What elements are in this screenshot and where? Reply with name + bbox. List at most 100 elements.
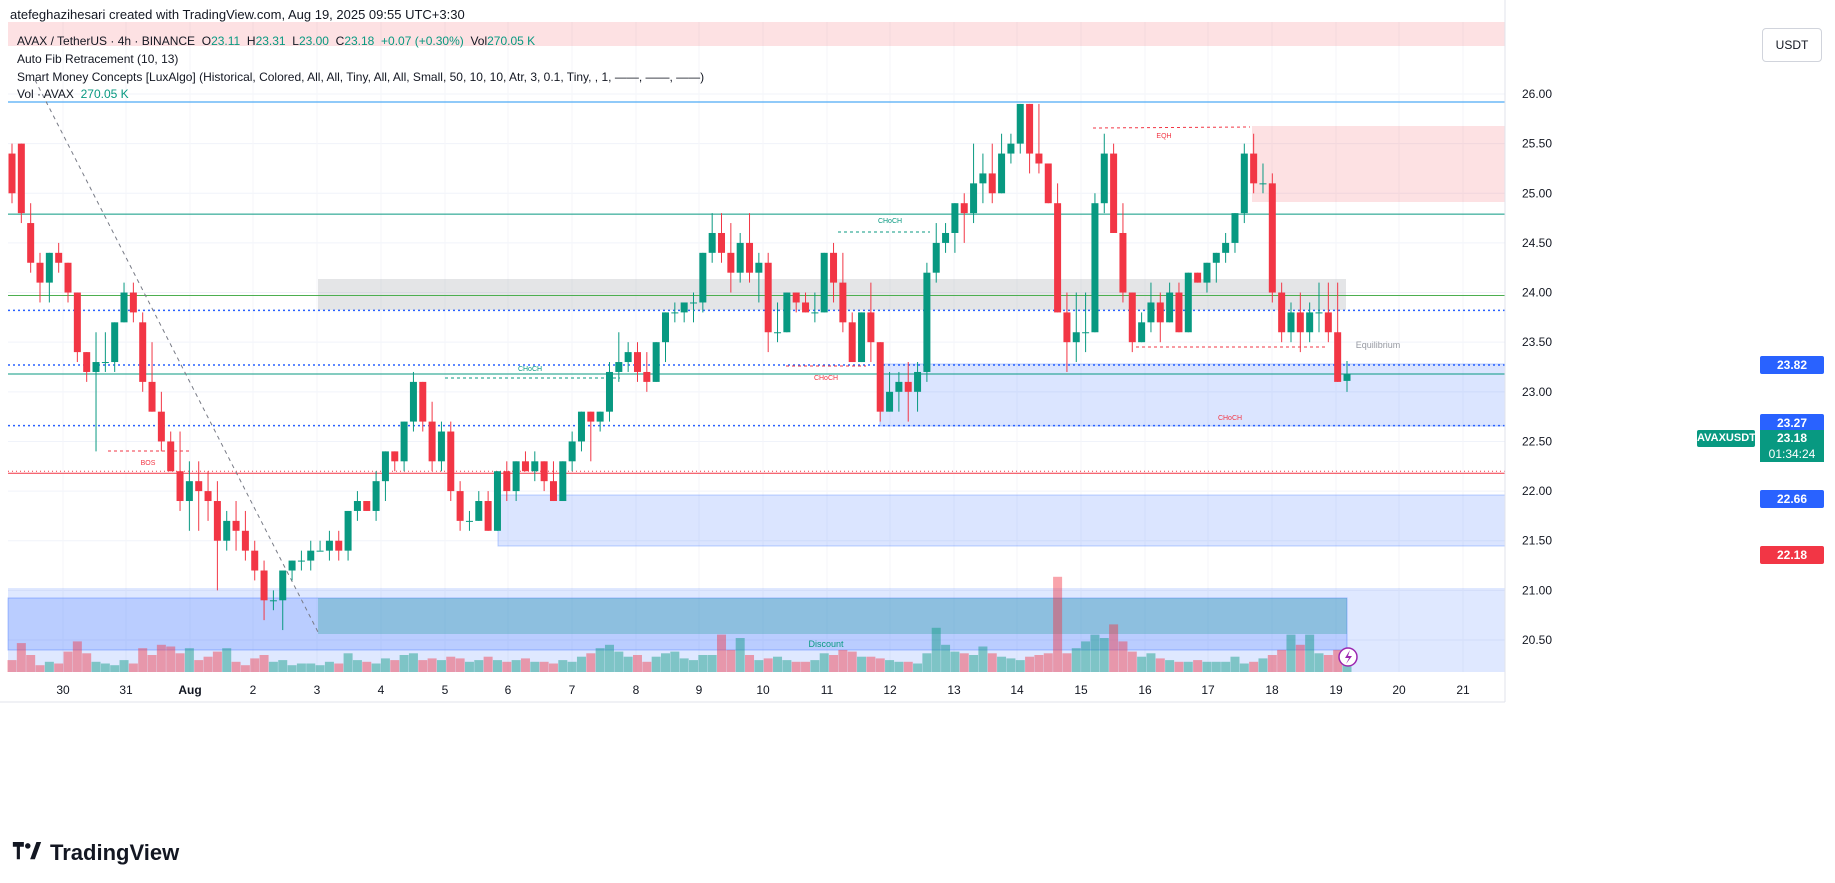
candle-body xyxy=(774,332,782,334)
lightning-bolt-icon xyxy=(1345,650,1352,664)
change-value: +0.07 (+0.30%) xyxy=(381,34,464,48)
candle-body xyxy=(1128,292,1136,343)
volume-bar xyxy=(259,655,269,672)
volume-bar xyxy=(1155,658,1165,672)
volume-bar xyxy=(72,641,82,672)
candle-body xyxy=(764,262,772,333)
volume-bar xyxy=(875,658,885,672)
volume-bar xyxy=(1081,641,1091,672)
volume-bar xyxy=(315,665,325,672)
premium-zone-top xyxy=(8,22,1505,46)
volume-bar xyxy=(91,661,101,672)
volume-bar xyxy=(614,651,624,672)
candle-body xyxy=(111,322,119,363)
volume-bar xyxy=(343,653,353,672)
volume-bar xyxy=(166,646,176,672)
candle-body xyxy=(802,302,810,313)
candle-body xyxy=(195,481,203,492)
volume-bar xyxy=(380,658,390,672)
volume-legend[interactable]: Vol · AVAX 270.05 K xyxy=(17,87,129,101)
candle-body xyxy=(437,431,445,462)
y-tick-label: 26.00 xyxy=(1522,87,1552,101)
volume-bar xyxy=(268,661,278,672)
brand-name: TradingView xyxy=(50,840,180,865)
volume-bar xyxy=(1333,649,1343,672)
volume-bar xyxy=(399,655,409,672)
candle-body xyxy=(979,173,987,184)
price-tag-23-27: 23.27 xyxy=(1760,414,1824,432)
volume-bar xyxy=(894,661,904,672)
structure-line xyxy=(1092,126,1251,129)
tradingview-brand[interactable]: TradingView xyxy=(10,840,179,866)
volume-bar xyxy=(156,644,166,672)
tradingview-logo-icon xyxy=(12,842,42,860)
volume-bar xyxy=(1221,661,1231,672)
open-value: 23.11 xyxy=(211,34,241,48)
volume-bar xyxy=(717,634,727,672)
candle-body xyxy=(1138,322,1146,343)
volume-bar xyxy=(931,627,941,672)
volume-bar xyxy=(138,648,148,672)
volume-bar xyxy=(502,661,512,672)
equilibrium-label: Equilibrium xyxy=(1356,340,1401,350)
symbol-title[interactable]: AVAX / TetherUS · 4h · BINANCE xyxy=(17,34,196,48)
volume-bar xyxy=(642,661,652,672)
candle-body xyxy=(1082,332,1090,334)
volume-bar xyxy=(987,653,997,672)
candle-body xyxy=(288,560,296,571)
volume-bar xyxy=(26,655,36,672)
volume-bar xyxy=(184,648,194,672)
candle-body xyxy=(708,232,716,253)
volume-bar xyxy=(352,660,362,672)
volume-bar xyxy=(1118,641,1128,672)
volume-bar xyxy=(866,656,876,672)
volume-bar xyxy=(296,663,306,672)
volume-bar xyxy=(726,649,736,672)
candle-body xyxy=(73,292,81,353)
candle-body xyxy=(1119,232,1127,293)
volume-bar xyxy=(212,651,222,672)
volume-bar xyxy=(604,644,614,672)
volume-bar xyxy=(1286,634,1296,672)
volume-bar xyxy=(707,655,717,672)
candle-body xyxy=(886,391,894,412)
candle-body xyxy=(1091,203,1099,333)
volume-bar xyxy=(1305,634,1315,672)
candle-body xyxy=(718,232,726,253)
volume-bar xyxy=(941,644,951,672)
volume-bar xyxy=(63,651,73,672)
candle-body xyxy=(633,352,641,372)
candle-body xyxy=(858,312,866,363)
volume-bar xyxy=(829,655,839,672)
indicator-smc-legend[interactable]: Smart Money Concepts [LuxAlgo] (Historic… xyxy=(17,70,705,84)
candle-body xyxy=(1296,312,1304,333)
volume-bar xyxy=(1062,653,1072,672)
volume-bar xyxy=(997,656,1007,672)
y-tick-label: 22.00 xyxy=(1522,484,1552,498)
candle-body xyxy=(456,491,464,521)
candle-body xyxy=(213,501,221,541)
chart-author-header: atefeghazihesari created with TradingVie… xyxy=(10,7,465,22)
volume-bar xyxy=(595,648,605,672)
candle-body xyxy=(568,441,576,462)
volume-bar xyxy=(689,660,699,672)
volume-bar xyxy=(959,653,969,672)
candle-body xyxy=(839,282,847,323)
candle-body xyxy=(1268,183,1276,293)
volume-bar xyxy=(698,655,708,672)
candle-body xyxy=(447,431,455,492)
symbol-legend: AVAX / TetherUS · 4h · BINANCE O23.11 H2… xyxy=(17,34,536,48)
candle-body xyxy=(353,501,361,511)
smc-annotations: BOS CHoCH CHoCH CHoCH CHoCH EQH Equilibrium Dis… xyxy=(108,126,1401,667)
demand-zone-low-inner xyxy=(318,598,1347,634)
volume-bar xyxy=(1165,660,1175,672)
volume-bar xyxy=(810,660,820,672)
candle-body xyxy=(157,411,165,442)
x-tick-label: 8 xyxy=(633,683,640,697)
indicator-fib-legend[interactable]: Auto Fib Retracement (10, 13) xyxy=(17,52,179,66)
axes: 26.00 25.50 25.00 24.50 24.00 23.50 23.00 22.50… xyxy=(0,0,1552,703)
currency-selector[interactable]: USDT xyxy=(1762,28,1822,62)
x-tick-label: 6 xyxy=(505,683,512,697)
volume-bar xyxy=(119,660,129,672)
